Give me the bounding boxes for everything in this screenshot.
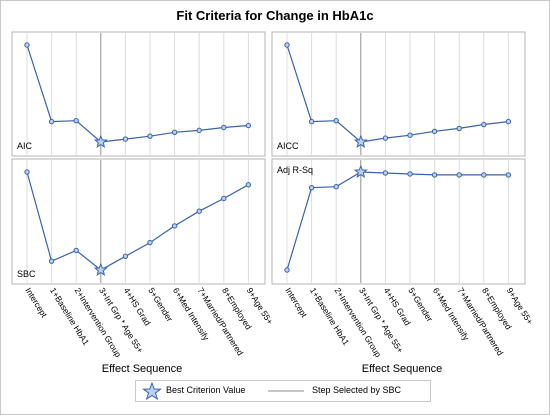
best-value-star	[353, 164, 368, 179]
panel-label-sbc: SBC	[17, 269, 36, 279]
series-line-aic	[26, 44, 249, 143]
data-point	[73, 117, 79, 124]
data-point	[431, 172, 438, 178]
panel-frame-sbc	[11, 158, 266, 285]
x-tick-label: 7+Married/Partnered	[196, 286, 246, 358]
data-point	[122, 136, 129, 142]
data-point	[456, 125, 462, 132]
data-point	[284, 267, 290, 273]
data-point	[122, 253, 129, 259]
panel-label-aicc: AICC	[277, 141, 299, 151]
data-point	[481, 172, 487, 178]
legend: Best Criterion Value Step Selected by SB…	[135, 380, 431, 402]
data-point	[24, 169, 30, 175]
panel-frame-aicc	[271, 31, 526, 157]
data-point	[24, 42, 30, 48]
data-point	[48, 258, 55, 264]
x-tick-label: Intercept	[283, 286, 309, 320]
data-point	[407, 132, 413, 138]
data-point	[333, 184, 339, 190]
series-line-sbc	[26, 171, 249, 271]
chart-title: Fit Criteria for Change in HbA1c	[176, 8, 374, 23]
data-point	[171, 223, 178, 229]
data-point	[196, 127, 202, 134]
x-tick-label: 3+Int Grp * Age 55+	[97, 286, 145, 355]
panel-label-aic: AIC	[17, 141, 33, 151]
data-point	[431, 128, 438, 135]
data-point	[308, 118, 315, 125]
best-value-star	[93, 134, 108, 149]
data-point	[171, 129, 178, 136]
data-point	[284, 42, 290, 48]
legend-star-icon	[142, 382, 162, 400]
data-point	[505, 118, 512, 125]
data-point	[407, 171, 413, 177]
data-point	[245, 182, 252, 188]
best-value-star	[353, 134, 368, 149]
data-point	[456, 172, 462, 178]
data-point	[505, 172, 512, 178]
data-point	[147, 239, 153, 246]
data-point	[382, 135, 389, 141]
x-tick-label: Intercept	[23, 286, 49, 320]
panel-frame-adj-r-sq	[271, 158, 526, 285]
data-point	[308, 184, 315, 191]
data-point	[73, 247, 79, 254]
data-point	[48, 118, 55, 125]
data-point	[147, 133, 153, 139]
best-value-star	[93, 262, 108, 277]
x-tick-label: 7+Married/Partnered	[456, 286, 506, 358]
data-point	[196, 208, 202, 214]
x-axis-label-right: Effect Sequence	[361, 363, 443, 375]
panel-frame-aic	[11, 31, 266, 157]
data-point	[245, 122, 252, 129]
legend-line-icon	[268, 390, 304, 392]
x-axis-label-left: Effect Sequence	[101, 363, 183, 375]
legend-best-label: Best Criterion Value	[166, 385, 246, 395]
data-point	[221, 124, 227, 131]
series-line-adj-r-sq	[286, 171, 509, 271]
data-point	[382, 170, 389, 176]
data-point	[333, 117, 339, 124]
data-point	[481, 121, 487, 128]
data-point	[221, 195, 227, 202]
panel-label-adj-r-sq: Adj R-Sq	[277, 165, 313, 175]
series-line-aicc	[286, 44, 509, 143]
x-tick-label: 3+Int Grp * Age 55+	[357, 286, 405, 355]
legend-step-label: Step Selected by SBC	[312, 385, 402, 395]
